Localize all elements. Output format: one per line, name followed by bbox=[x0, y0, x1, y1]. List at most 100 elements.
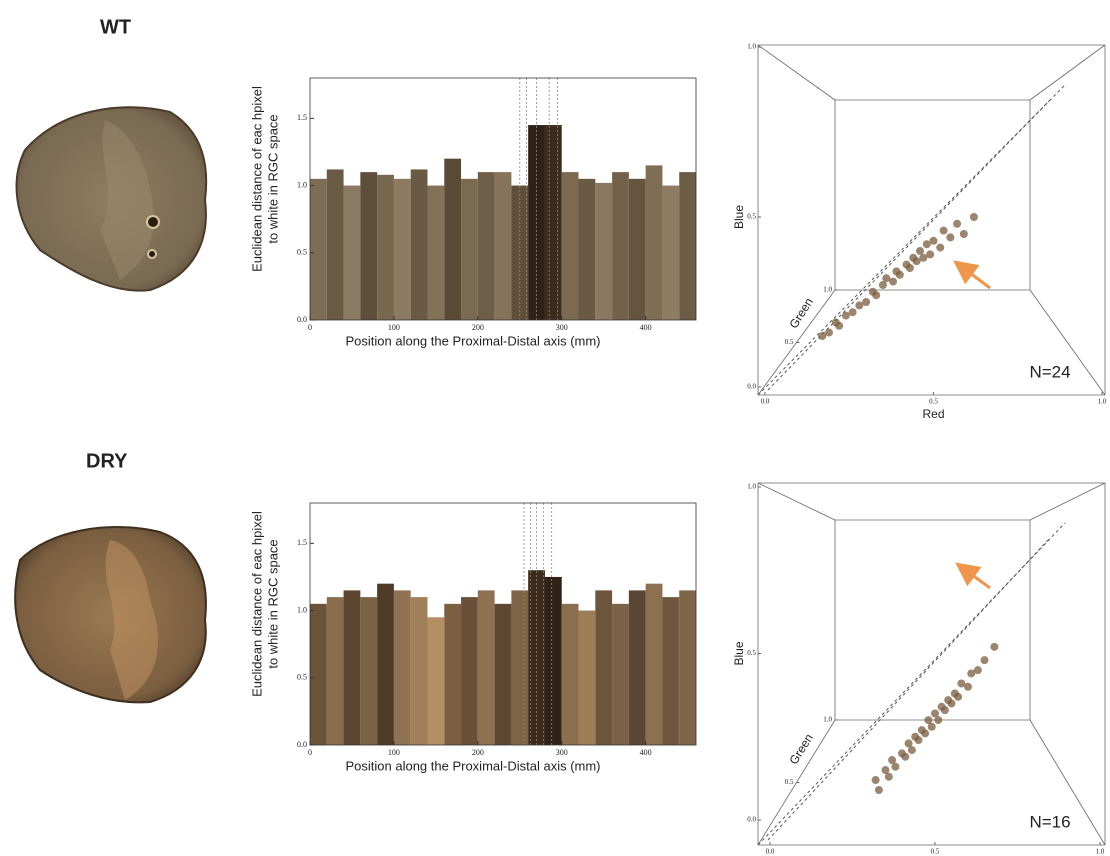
z-axis-label: Green bbox=[786, 731, 816, 767]
point bbox=[907, 746, 916, 755]
point bbox=[954, 692, 963, 701]
plot-frame bbox=[309, 502, 697, 746]
point bbox=[924, 716, 933, 725]
bar bbox=[628, 178, 646, 320]
z-tick-label: 0.5 bbox=[785, 338, 794, 346]
bar bbox=[561, 172, 579, 320]
point bbox=[871, 776, 880, 785]
bar bbox=[326, 597, 344, 745]
point bbox=[905, 264, 914, 272]
point bbox=[904, 739, 913, 748]
bar bbox=[461, 597, 478, 745]
cube-edge bbox=[1029, 44, 1106, 101]
y-tick-label: 0.5 bbox=[297, 248, 307, 257]
y-tick-label: 1.5 bbox=[297, 113, 307, 122]
bar bbox=[427, 185, 445, 320]
bar bbox=[444, 158, 462, 320]
point bbox=[914, 736, 923, 745]
y-tick-label: 0.0 bbox=[747, 383, 756, 391]
bar bbox=[310, 603, 327, 745]
wing-pattern bbox=[105, 540, 158, 700]
bar bbox=[612, 172, 629, 320]
x-tick-label: 0.0 bbox=[766, 848, 775, 856]
diagonal bbox=[767, 537, 1051, 841]
bar bbox=[377, 174, 394, 320]
point bbox=[888, 756, 897, 765]
y-tick-label: 0.5 bbox=[297, 673, 307, 682]
bar bbox=[494, 172, 512, 320]
point bbox=[947, 699, 956, 708]
x-tick-label: 200 bbox=[472, 323, 484, 332]
x-tick-label: 400 bbox=[640, 748, 652, 757]
point bbox=[841, 311, 850, 320]
y-tick-label: 0.0 bbox=[747, 816, 756, 824]
bar bbox=[595, 182, 613, 320]
point bbox=[922, 240, 931, 249]
point bbox=[931, 709, 939, 718]
point bbox=[936, 243, 945, 252]
point bbox=[939, 226, 948, 235]
x-tick-label: 400 bbox=[640, 323, 652, 332]
point bbox=[872, 291, 881, 300]
bar bbox=[410, 169, 428, 320]
y-tick-label: 0.0 bbox=[297, 315, 307, 324]
bar bbox=[511, 185, 529, 320]
x-tick-label: 300 bbox=[556, 323, 568, 332]
bar bbox=[427, 617, 445, 745]
point bbox=[889, 277, 898, 286]
point bbox=[934, 716, 943, 725]
x-tick-label: 100 bbox=[388, 748, 400, 757]
bar bbox=[461, 178, 478, 320]
bar bbox=[662, 185, 680, 320]
y-tick-label: 1.0 bbox=[747, 483, 756, 491]
z-tick-label: 1.0 bbox=[823, 286, 832, 294]
cube-edge bbox=[1029, 719, 1106, 846]
y-tick-label: 0.0 bbox=[297, 740, 307, 749]
point bbox=[916, 247, 925, 255]
point bbox=[895, 270, 904, 279]
point bbox=[848, 308, 857, 317]
cube-edge bbox=[1029, 289, 1106, 396]
point bbox=[953, 219, 962, 228]
bar bbox=[578, 178, 596, 320]
y-axis-label: Euclidean distance of eac hpixel bbox=[249, 86, 264, 272]
point bbox=[927, 722, 936, 731]
y-axis-label: Blue bbox=[732, 641, 746, 665]
bar bbox=[360, 597, 378, 745]
y-tick-label: 0.5 bbox=[747, 649, 756, 657]
x-axis-label: Position along the Proximal-Distal axis … bbox=[345, 333, 600, 348]
point bbox=[940, 706, 949, 715]
bar bbox=[528, 570, 545, 745]
y-tick-label: 1.0 bbox=[747, 43, 756, 51]
x-tick-label: 300 bbox=[556, 748, 568, 757]
bar bbox=[477, 590, 495, 745]
bar bbox=[645, 165, 663, 320]
x-axis-label: Red bbox=[922, 407, 944, 421]
bar bbox=[477, 172, 495, 320]
bar bbox=[494, 603, 512, 745]
bar bbox=[377, 583, 394, 745]
point bbox=[825, 328, 834, 337]
z-tick-label: 0.5 bbox=[785, 778, 794, 786]
diagonal bbox=[757, 84, 1066, 396]
x-axis-label: Position along the Proximal-Distal axis … bbox=[345, 758, 600, 773]
bar bbox=[393, 590, 411, 745]
point bbox=[973, 666, 982, 675]
bar bbox=[343, 590, 361, 745]
annotation: N=24 bbox=[1029, 362, 1070, 381]
bar bbox=[444, 603, 462, 745]
eyespot bbox=[146, 215, 160, 229]
point bbox=[855, 301, 864, 310]
x-tick-label: 1.0 bbox=[1096, 848, 1105, 856]
z-tick-label: 1.0 bbox=[823, 716, 832, 724]
bar bbox=[544, 125, 562, 320]
wing-pattern bbox=[100, 120, 154, 280]
bar bbox=[544, 576, 562, 745]
point bbox=[891, 762, 900, 771]
bar bbox=[628, 590, 646, 745]
y-tick-label: 0.5 bbox=[747, 213, 756, 221]
bar bbox=[578, 610, 596, 745]
point bbox=[967, 669, 976, 678]
y-axis-label: Blue bbox=[732, 205, 746, 229]
